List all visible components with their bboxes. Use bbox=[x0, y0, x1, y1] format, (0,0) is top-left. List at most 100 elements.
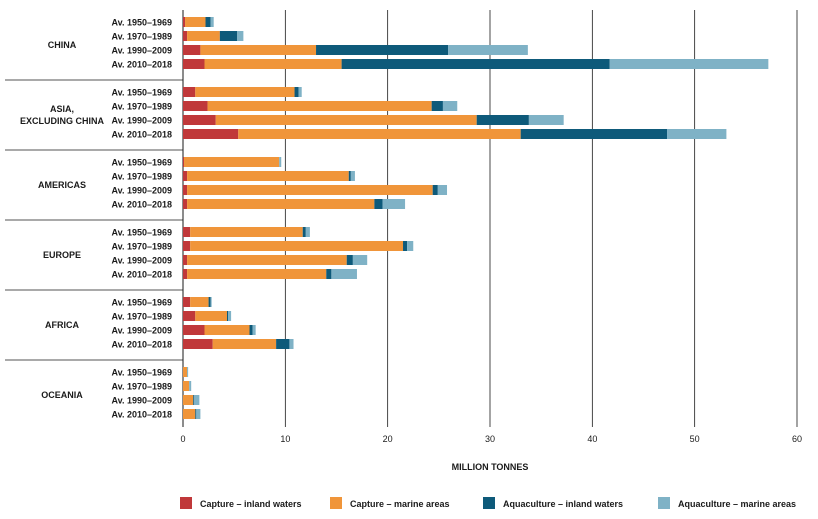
bar-segment bbox=[289, 339, 294, 349]
bar-segment bbox=[305, 227, 310, 237]
bar-segment bbox=[302, 227, 306, 237]
region-label: EUROPE bbox=[43, 250, 81, 260]
period-label: Av. 1970–1989 bbox=[111, 172, 172, 182]
region-label: OCEANIA bbox=[41, 390, 83, 400]
bar-segment bbox=[238, 129, 521, 139]
bar-segment bbox=[407, 241, 414, 251]
legend-swatch bbox=[180, 497, 192, 509]
period-label: Av. 1950–1969 bbox=[111, 228, 172, 238]
bar-segment bbox=[193, 395, 195, 405]
bar-segment bbox=[609, 59, 769, 69]
bar-segment bbox=[183, 325, 205, 335]
period-label: Av. 1990–2009 bbox=[111, 256, 172, 266]
bar-segment bbox=[183, 17, 186, 27]
bar-segment bbox=[298, 87, 302, 97]
bar-segment bbox=[448, 45, 528, 55]
bar-segment bbox=[207, 101, 432, 111]
bar-segment bbox=[403, 241, 408, 251]
bar-segment bbox=[200, 45, 317, 55]
bar-segment bbox=[219, 31, 238, 41]
region-label: AMERICAS bbox=[38, 180, 86, 190]
bar-segment bbox=[187, 185, 433, 195]
bar-segment bbox=[196, 409, 201, 419]
bar-segment bbox=[249, 325, 253, 335]
x-axis-ticks: 0 10 20 30 40 50 60 bbox=[180, 434, 802, 444]
bar-segment bbox=[183, 269, 188, 279]
bar-segment bbox=[185, 17, 206, 27]
bar-segment bbox=[227, 311, 229, 321]
bar-segment bbox=[228, 311, 232, 321]
x-axis-title: MILLION TONNES bbox=[452, 462, 529, 472]
bar-segment bbox=[183, 45, 201, 55]
bar-segment bbox=[348, 171, 351, 181]
bar-segment bbox=[183, 241, 191, 251]
bar-segment bbox=[352, 255, 368, 265]
bar-segment bbox=[195, 87, 295, 97]
period-label: Av. 2010–2018 bbox=[111, 340, 172, 350]
bar-segment bbox=[183, 157, 185, 167]
x-tick-label: 40 bbox=[587, 434, 597, 444]
bar-segment bbox=[294, 87, 299, 97]
period-label: Av. 1990–2009 bbox=[111, 46, 172, 56]
bar-segment bbox=[215, 115, 477, 125]
bar-segment bbox=[190, 241, 404, 251]
bar-segment bbox=[189, 381, 192, 391]
x-tick-label: 60 bbox=[792, 434, 802, 444]
legend-item: Capture – marine areas bbox=[330, 497, 450, 509]
bar-segment bbox=[183, 367, 188, 377]
bar-segment bbox=[204, 59, 342, 69]
bar-segment bbox=[432, 185, 438, 195]
region-label: AFRICA bbox=[45, 320, 79, 330]
bar-segment bbox=[183, 311, 196, 321]
legend-label: Capture – inland waters bbox=[200, 499, 302, 509]
period-label: Av. 1990–2009 bbox=[111, 186, 172, 196]
legend-swatch bbox=[330, 497, 342, 509]
x-tick-label: 30 bbox=[485, 434, 495, 444]
legend-item: Capture – inland waters bbox=[180, 497, 302, 509]
period-label: Av. 1970–1989 bbox=[111, 382, 172, 392]
bar-segment bbox=[183, 87, 196, 97]
bar-segment bbox=[476, 115, 529, 125]
bar-segment bbox=[442, 101, 458, 111]
bar-segment bbox=[183, 297, 191, 307]
legend: Capture – inland waters Capture – marine … bbox=[180, 497, 796, 509]
period-label: Av. 1950–1969 bbox=[111, 298, 172, 308]
grid-lines bbox=[182, 10, 798, 427]
period-label: Av. 1970–1989 bbox=[111, 102, 172, 112]
legend-item: Aquaculture – inland waters bbox=[483, 497, 623, 509]
bar-segment bbox=[183, 171, 188, 181]
period-label: Av. 1990–2009 bbox=[111, 396, 172, 406]
bar-segment bbox=[183, 59, 205, 69]
bar-segment bbox=[276, 339, 290, 349]
period-label: Av. 1950–1969 bbox=[111, 158, 172, 168]
bar-segment bbox=[212, 339, 277, 349]
bar-segment bbox=[205, 17, 211, 27]
x-tick-label: 50 bbox=[690, 434, 700, 444]
legend-swatch bbox=[658, 497, 670, 509]
bar-segment bbox=[183, 101, 208, 111]
period-label: Av. 1990–2009 bbox=[111, 116, 172, 126]
x-tick-label: 10 bbox=[280, 434, 290, 444]
period-label: Av. 2010–2018 bbox=[111, 200, 172, 210]
bar-segment bbox=[183, 31, 188, 41]
legend-label: Aquaculture – marine areas bbox=[678, 499, 796, 509]
period-label: Av. 2010–2018 bbox=[111, 270, 172, 280]
bar-segment bbox=[190, 227, 303, 237]
bar-segment bbox=[346, 255, 353, 265]
bar-segment bbox=[341, 59, 610, 69]
bar-segment bbox=[194, 395, 200, 405]
x-tick-label: 0 bbox=[180, 434, 185, 444]
bar-segment bbox=[184, 157, 280, 167]
bar-segment bbox=[183, 199, 188, 209]
period-label: Av. 1950–1969 bbox=[111, 88, 172, 98]
legend-item: Aquaculture – marine areas bbox=[658, 497, 796, 509]
bar-segment bbox=[237, 31, 244, 41]
bar-segment bbox=[187, 199, 375, 209]
bar-segment bbox=[208, 297, 211, 307]
bar-segment bbox=[183, 381, 190, 391]
legend-label: Capture – marine areas bbox=[350, 499, 450, 509]
period-label: Av. 1970–1989 bbox=[111, 32, 172, 42]
bar-segment bbox=[382, 199, 406, 209]
x-tick-label: 20 bbox=[383, 434, 393, 444]
region-label: ASIA, EXCLUDING CHINA bbox=[20, 104, 105, 126]
